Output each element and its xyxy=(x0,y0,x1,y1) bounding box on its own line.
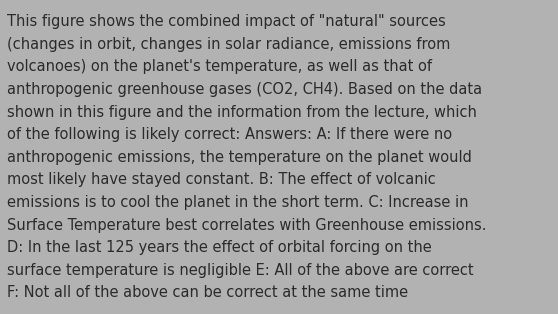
Text: F: Not all of the above can be correct at the same time: F: Not all of the above can be correct a… xyxy=(7,285,408,300)
Text: anthropogenic greenhouse gases (CO2, CH4). Based on the data: anthropogenic greenhouse gases (CO2, CH4… xyxy=(7,82,482,97)
Text: of the following is likely correct: Answers: A: If there were no: of the following is likely correct: Answ… xyxy=(7,127,452,142)
Text: This figure shows the combined impact of "natural" sources: This figure shows the combined impact of… xyxy=(7,14,445,29)
Text: Surface Temperature best correlates with Greenhouse emissions.: Surface Temperature best correlates with… xyxy=(7,218,486,233)
Text: surface temperature is negligible E: All of the above are correct: surface temperature is negligible E: All… xyxy=(7,263,473,278)
Text: (changes in orbit, changes in solar radiance, emissions from: (changes in orbit, changes in solar radi… xyxy=(7,37,450,52)
Text: most likely have stayed constant. B: The effect of volcanic: most likely have stayed constant. B: The… xyxy=(7,172,435,187)
Text: shown in this figure and the information from the lecture, which: shown in this figure and the information… xyxy=(7,105,477,120)
Text: volcanoes) on the planet's temperature, as well as that of: volcanoes) on the planet's temperature, … xyxy=(7,59,432,74)
Text: D: In the last 125 years the effect of orbital forcing on the: D: In the last 125 years the effect of o… xyxy=(7,240,431,255)
Text: anthropogenic emissions, the temperature on the planet would: anthropogenic emissions, the temperature… xyxy=(7,150,472,165)
Text: emissions is to cool the planet in the short term. C: Increase in: emissions is to cool the planet in the s… xyxy=(7,195,468,210)
